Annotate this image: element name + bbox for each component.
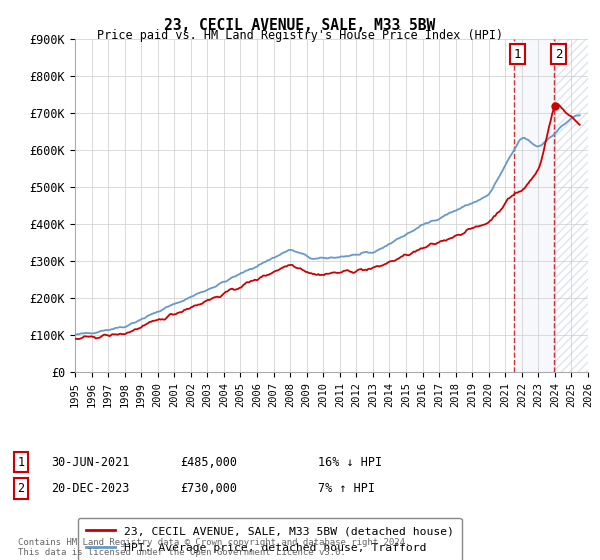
Text: 30-JUN-2021: 30-JUN-2021 xyxy=(51,455,130,469)
Text: 23, CECIL AVENUE, SALE, M33 5BW: 23, CECIL AVENUE, SALE, M33 5BW xyxy=(164,18,436,33)
Text: £730,000: £730,000 xyxy=(180,482,237,495)
Text: 20-DEC-2023: 20-DEC-2023 xyxy=(51,482,130,495)
Text: 2: 2 xyxy=(555,48,562,60)
Text: 16% ↓ HPI: 16% ↓ HPI xyxy=(318,455,382,469)
Text: 1: 1 xyxy=(514,48,521,60)
Bar xyxy=(514,39,554,372)
Legend: 23, CECIL AVENUE, SALE, M33 5BW (detached house), HPI: Average price, detached h: 23, CECIL AVENUE, SALE, M33 5BW (detache… xyxy=(78,518,461,560)
Text: £485,000: £485,000 xyxy=(180,455,237,469)
Text: 7% ↑ HPI: 7% ↑ HPI xyxy=(318,482,375,495)
Text: Contains HM Land Registry data © Crown copyright and database right 2024.
This d: Contains HM Land Registry data © Crown c… xyxy=(18,538,410,557)
Text: 1: 1 xyxy=(17,455,25,469)
Text: 2: 2 xyxy=(17,482,25,495)
Bar xyxy=(554,39,588,372)
Text: Price paid vs. HM Land Registry's House Price Index (HPI): Price paid vs. HM Land Registry's House … xyxy=(97,29,503,42)
Bar xyxy=(554,39,588,372)
